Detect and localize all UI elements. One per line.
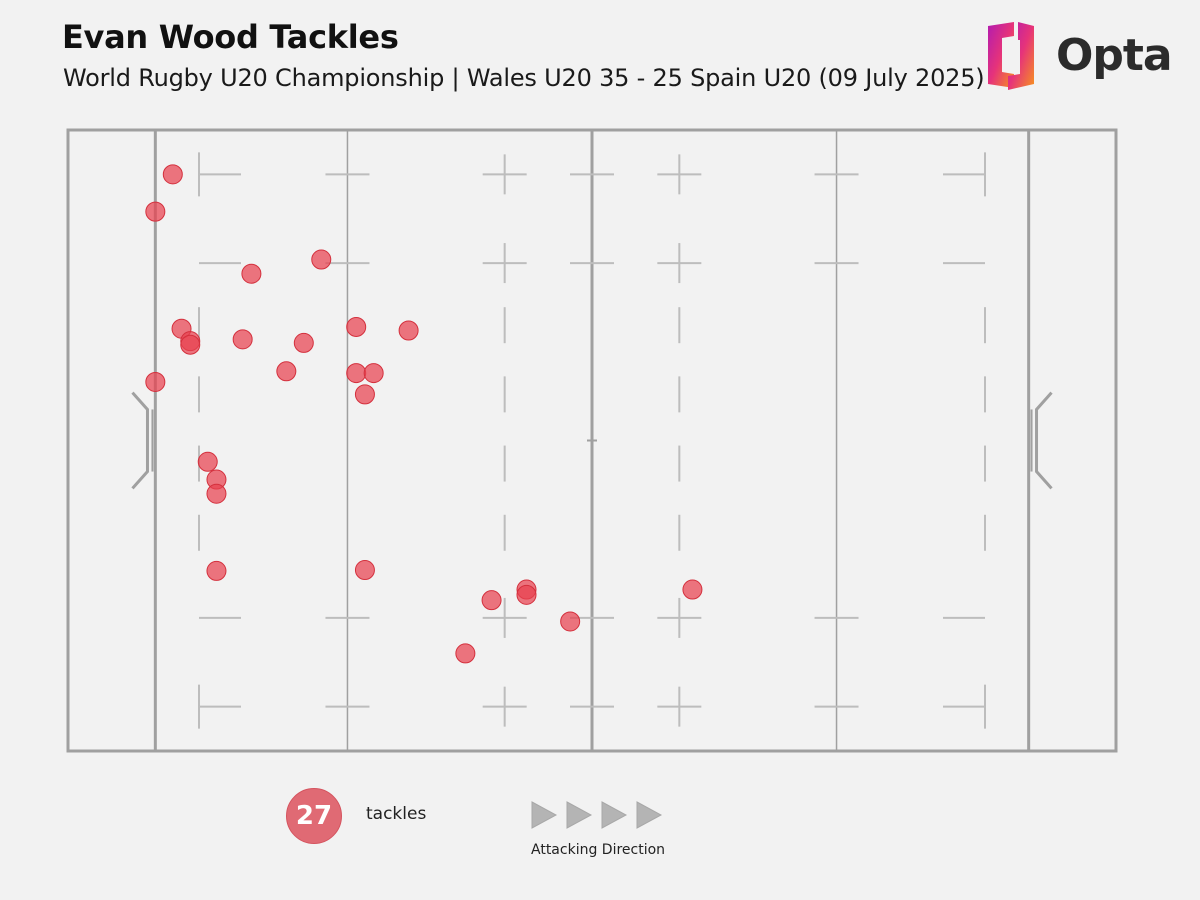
attacking-direction-label: Attacking Direction bbox=[531, 842, 666, 858]
tackle-point bbox=[206, 560, 227, 581]
tackle-point bbox=[346, 316, 367, 337]
chart-title: Evan Wood Tackles bbox=[62, 18, 399, 56]
tackle-point bbox=[346, 363, 367, 384]
play-triangle-icon bbox=[636, 801, 663, 829]
tackle-point bbox=[354, 384, 375, 405]
tackle-point bbox=[682, 579, 703, 600]
legend-label: tackles bbox=[366, 804, 427, 824]
tackle-point bbox=[455, 643, 476, 664]
tackle-point bbox=[354, 560, 375, 581]
tackle-point bbox=[516, 584, 537, 605]
tackle-point bbox=[197, 451, 218, 472]
tackle-point bbox=[241, 263, 262, 284]
goal-posts-left bbox=[131, 391, 149, 490]
tackle-point bbox=[363, 363, 384, 384]
tackle-point bbox=[481, 590, 502, 611]
tackle-point bbox=[145, 371, 166, 392]
tackle-point bbox=[276, 361, 297, 382]
tackle-point bbox=[311, 249, 332, 270]
brand: Opta bbox=[980, 20, 1173, 92]
chart-subtitle: World Rugby U20 Championship | Wales U20… bbox=[63, 64, 985, 92]
attacking-direction-arrows bbox=[531, 801, 663, 829]
play-triangle-icon bbox=[531, 801, 558, 829]
legend-count-circle bbox=[286, 788, 342, 844]
opta-logo-icon bbox=[988, 22, 1034, 90]
tackle-point bbox=[162, 164, 183, 185]
tackle-point bbox=[560, 611, 581, 632]
tackle-point bbox=[398, 320, 419, 341]
tackle-point bbox=[180, 334, 201, 355]
tackle-point bbox=[293, 332, 314, 353]
brand-name: Opta bbox=[1056, 30, 1173, 81]
goal-posts-right bbox=[1035, 391, 1053, 490]
legend-tackle-count: 27 bbox=[295, 801, 333, 831]
tackle-point bbox=[145, 201, 166, 222]
tackle-point bbox=[232, 329, 253, 350]
play-triangle-icon bbox=[566, 801, 593, 829]
play-triangle-icon bbox=[601, 801, 628, 829]
tackle-point bbox=[206, 483, 227, 504]
